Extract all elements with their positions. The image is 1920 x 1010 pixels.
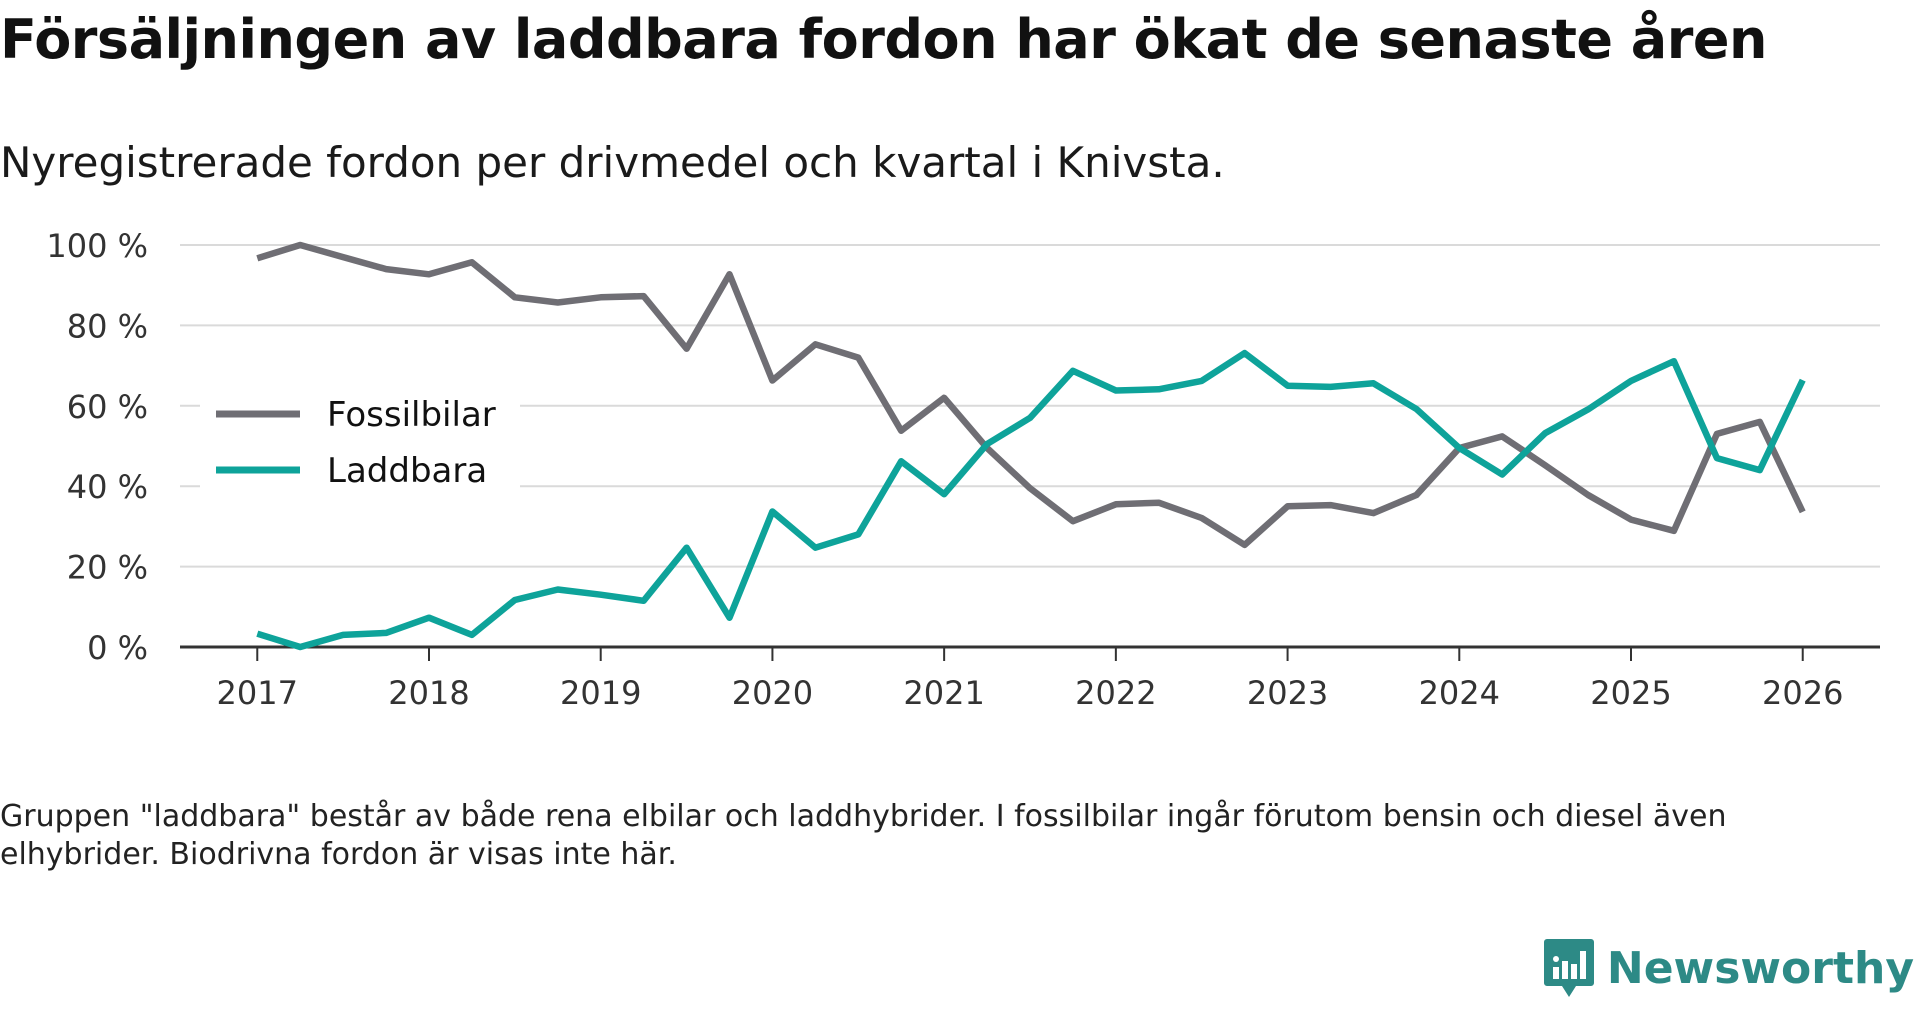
x-tick-label: 2025 bbox=[1590, 674, 1671, 712]
brand-name: Newsworthy bbox=[1606, 942, 1914, 994]
series-line-fossilbilar bbox=[256, 241, 1806, 549]
x-tick-label: 2021 bbox=[903, 674, 984, 712]
legend-label: Laddbara bbox=[327, 451, 487, 491]
newsworthy-logo-icon bbox=[1543, 939, 1594, 997]
y-tick-label: 80 % bbox=[67, 307, 148, 345]
y-tick-label: 40 % bbox=[67, 468, 148, 506]
x-tick-label: 2020 bbox=[732, 674, 813, 712]
footnote: Gruppen "laddbara" består av både rena e… bbox=[0, 799, 1727, 872]
legend-label: Fossilbilar bbox=[327, 395, 496, 435]
line-chart: 0 % 20 % 40 % 60 % 80 % 100 % 2017 2018 2019 2020… bbox=[46, 227, 1880, 712]
y-tick-label: 100 % bbox=[46, 227, 148, 265]
chart-subtitle: Nyregistrerade fordon per drivmedel och … bbox=[0, 138, 1225, 187]
y-tick-label: 20 % bbox=[67, 549, 148, 587]
x-tick-label: 2022 bbox=[1075, 674, 1156, 712]
y-tick-label: 60 % bbox=[67, 388, 148, 426]
y-tick-label: 0 % bbox=[87, 629, 148, 667]
x-tick-label: 2017 bbox=[217, 674, 298, 712]
series-line-laddbara bbox=[256, 349, 1806, 651]
chart-title: Försäljningen av laddbara fordon har öka… bbox=[0, 8, 1767, 71]
legend-box bbox=[200, 382, 520, 500]
x-tick-label: 2018 bbox=[388, 674, 469, 712]
x-tick-label: 2023 bbox=[1247, 674, 1328, 712]
x-tick-label: 2026 bbox=[1762, 674, 1843, 712]
x-tick-label: 2024 bbox=[1419, 674, 1500, 712]
brand-logo: Newsworthy bbox=[1543, 936, 1914, 1000]
x-tick-label: 2019 bbox=[560, 674, 641, 712]
